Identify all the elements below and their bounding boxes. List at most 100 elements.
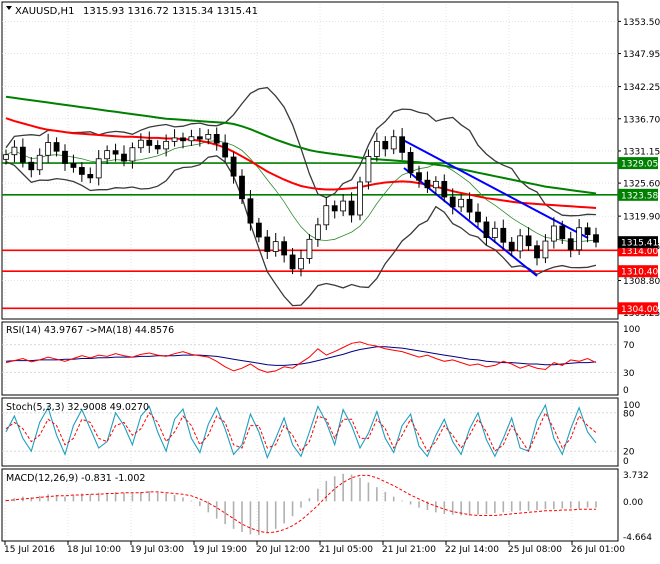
level-price-tag[interactable] [618, 265, 658, 278]
candle[interactable] [95, 150, 102, 186]
channel-line-upper[interactable] [402, 139, 589, 239]
candle[interactable] [78, 162, 85, 182]
candle[interactable] [255, 217, 262, 243]
rsi-lines [5, 341, 597, 373]
candle[interactable] [264, 230, 271, 260]
candle[interactable] [416, 165, 422, 188]
stoch-main-line[interactable] [5, 403, 597, 460]
candle[interactable] [542, 234, 549, 264]
stoch-signal-line[interactable] [5, 411, 597, 453]
price-axis[interactable]: 1353.50 1347.95 1342.25 1336.70 1331.15 1325.… [618, 18, 660, 319]
candle[interactable] [163, 134, 170, 157]
candle[interactable] [483, 216, 490, 246]
rsi-pane[interactable]: RSI(14) 43.9767 ->MA(18) 44.8576 [1, 321, 619, 396]
rsi-ma-line[interactable] [5, 346, 597, 366]
candle[interactable] [432, 176, 439, 196]
candle[interactable] [247, 190, 254, 231]
candle-body [171, 137, 178, 142]
candle[interactable] [121, 145, 127, 167]
candle[interactable] [289, 248, 296, 275]
candle[interactable] [550, 217, 557, 249]
macd-pane[interactable]: MACD(12,26,9) -0.831 -1.002 [1, 468, 619, 542]
candle[interactable] [500, 219, 507, 250]
bollinger-lower[interactable] [5, 155, 597, 307]
candle[interactable] [213, 127, 220, 151]
candle[interactable] [475, 203, 481, 228]
candle[interactable] [525, 227, 532, 251]
candle[interactable] [584, 222, 591, 243]
candle[interactable] [534, 240, 540, 266]
ma-red-line[interactable] [5, 117, 597, 209]
candle[interactable] [567, 231, 574, 258]
candle[interactable] [188, 129, 195, 147]
candle[interactable] [28, 157, 35, 178]
level-price-tag[interactable] [618, 302, 658, 315]
level-price-tag[interactable] [618, 188, 658, 201]
candle[interactable] [62, 144, 68, 171]
candle[interactable] [104, 145, 111, 164]
candle-body [475, 211, 481, 223]
candle[interactable] [196, 128, 203, 147]
level-price-tag[interactable] [618, 157, 658, 170]
candle[interactable] [87, 167, 94, 184]
candle[interactable] [449, 188, 456, 215]
time-axis[interactable]: 15 Jul 2016 18 Jul 10:00 19 Jul 03:00 19 Ju… [4, 541, 625, 555]
candle-body [78, 167, 85, 175]
candle[interactable] [146, 131, 153, 153]
candle[interactable] [576, 219, 583, 255]
price-pane[interactable]: XAUUSD,H1 1315.93 1316.72 1315.34 1315.4… [1, 1, 619, 320]
candle[interactable] [205, 129, 212, 145]
candle-body [121, 153, 127, 162]
chart-collapse-icon[interactable] [6, 6, 12, 10]
candle[interactable] [340, 194, 347, 217]
candle[interactable] [36, 148, 43, 175]
candle[interactable] [508, 237, 515, 257]
candle[interactable] [70, 154, 77, 173]
candle[interactable] [407, 147, 414, 178]
macd-signal-line[interactable] [5, 474, 596, 534]
candle[interactable] [424, 171, 431, 193]
candle[interactable] [559, 220, 566, 244]
candle[interactable] [399, 128, 406, 160]
candle-body [323, 205, 330, 226]
candle[interactable] [390, 129, 397, 155]
stoch-pane[interactable]: Stoch(5,3,3) 32.9008 49.0270 [1, 397, 619, 467]
ma-green-line[interactable] [5, 95, 597, 195]
bollinger-middle[interactable] [5, 140, 597, 243]
candle[interactable] [137, 133, 144, 153]
candle[interactable] [3, 149, 9, 165]
candle[interactable] [154, 140, 161, 155]
candle[interactable] [365, 149, 372, 190]
candle[interactable] [458, 194, 465, 213]
candle[interactable] [281, 236, 288, 263]
candle[interactable] [171, 129, 178, 147]
candle[interactable] [222, 134, 229, 163]
candle-body [407, 151, 414, 174]
candle[interactable] [180, 132, 186, 149]
stoch-lines [5, 403, 597, 460]
candle[interactable] [382, 136, 389, 157]
candle[interactable] [323, 197, 330, 231]
candle[interactable] [373, 132, 380, 162]
candle[interactable] [272, 232, 279, 257]
candle[interactable] [357, 176, 363, 221]
candle[interactable] [11, 140, 18, 163]
candle[interactable] [45, 133, 52, 163]
candle[interactable] [298, 249, 304, 277]
candle[interactable] [441, 174, 448, 203]
candle[interactable] [306, 234, 313, 264]
candle[interactable] [517, 228, 524, 259]
candle[interactable] [491, 221, 498, 243]
candle[interactable] [112, 143, 119, 162]
candle[interactable] [593, 227, 599, 248]
candle[interactable] [239, 169, 245, 204]
candle[interactable] [129, 142, 136, 169]
candle[interactable] [331, 200, 338, 219]
candle[interactable] [466, 192, 473, 220]
rsi-line[interactable] [5, 341, 597, 373]
candle[interactable] [230, 151, 237, 184]
candle[interactable] [314, 217, 321, 247]
candle[interactable] [53, 137, 60, 157]
candle[interactable] [19, 138, 26, 168]
candle[interactable] [348, 192, 355, 223]
